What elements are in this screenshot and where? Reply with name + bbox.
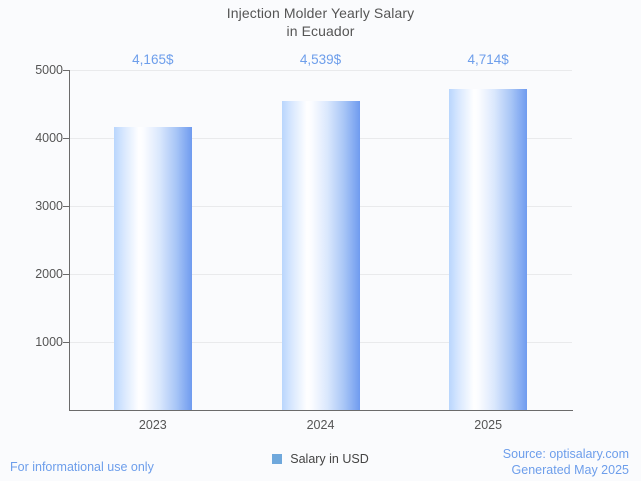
y-tick-label: 4000 xyxy=(35,131,63,145)
x-tick-label-2024: 2024 xyxy=(306,418,335,432)
chart-legend[interactable]: Salary in USD xyxy=(0,452,641,466)
source-text: Source: optisalary.com xyxy=(502,447,629,461)
value-label-2023: 4,165$ xyxy=(132,52,174,67)
generated-text: Generated May 2025 xyxy=(511,463,629,477)
gridline xyxy=(69,70,572,71)
bar-2025[interactable] xyxy=(449,89,528,410)
y-tick-label: 3000 xyxy=(35,199,63,213)
x-tick-label-2025: 2025 xyxy=(474,418,503,432)
bar-2023[interactable] xyxy=(113,126,192,410)
y-axis-line xyxy=(69,70,70,411)
disclaimer-text: For informational use only xyxy=(10,460,154,474)
y-tick-label: 5000 xyxy=(35,63,63,77)
y-tick-label: 2000 xyxy=(35,267,63,281)
chart-title-line-2: in Ecuador xyxy=(286,23,355,39)
value-label-2025: 4,714$ xyxy=(467,52,509,67)
y-tick-mark xyxy=(63,342,69,343)
y-tick-mark xyxy=(63,70,69,71)
y-tick-label: 1000 xyxy=(35,335,63,349)
y-tick-mark xyxy=(63,274,69,275)
legend-item-label: Salary in USD xyxy=(290,452,369,466)
x-tick-label-2023: 2023 xyxy=(138,418,167,432)
value-label-2024: 4,539$ xyxy=(299,52,342,67)
y-tick-mark xyxy=(63,206,69,207)
bar-2024[interactable] xyxy=(281,101,360,410)
y-tick-mark xyxy=(63,138,69,139)
x-axis-line xyxy=(69,410,573,411)
source-block: Source: optisalary.com Generated May 202… xyxy=(503,446,629,478)
chart-title: Injection Molder Yearly Salary in Ecuado… xyxy=(0,4,641,40)
legend-swatch-icon xyxy=(272,454,283,464)
chart-title-line-1: Injection Molder Yearly Salary xyxy=(226,5,415,21)
